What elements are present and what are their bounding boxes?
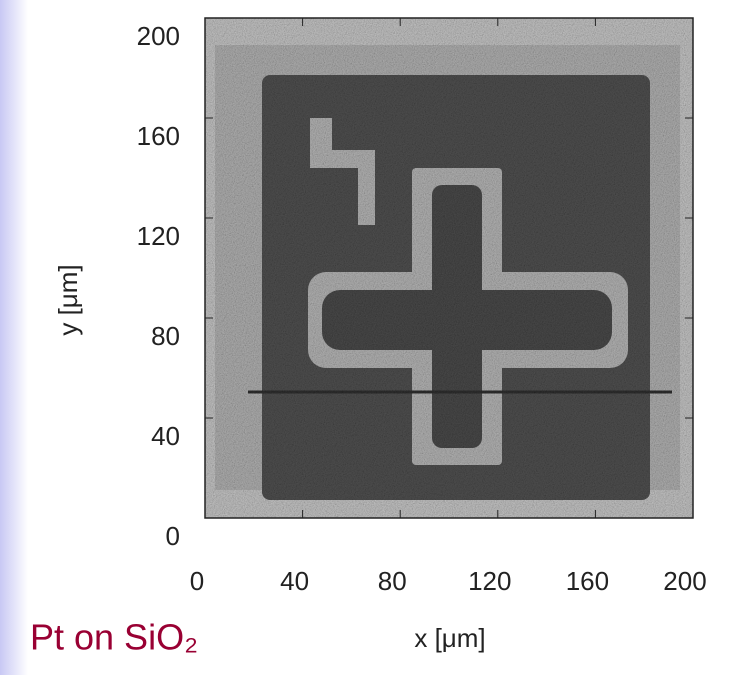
x-tick-label: 0 — [190, 566, 204, 596]
y-tick-label: 120 — [137, 221, 180, 251]
y-tick-label: 0 — [166, 521, 180, 551]
y-tick-label: 200 — [137, 21, 180, 51]
page: Pt on SiO₂ x [μm] y [μm] 0 40 80 120 160 200 0… — [0, 0, 740, 675]
chart: Pt on SiO₂ x [μm] y [μm] 0 40 80 120 160 200 0… — [0, 0, 740, 675]
y-tick-label: 160 — [137, 121, 180, 151]
caption: Pt on SiO₂ — [30, 617, 198, 658]
side-strip — [0, 0, 28, 675]
x-tick-label: 40 — [280, 566, 309, 596]
y-axis-label: y [μm] — [53, 264, 83, 335]
y-tick-label: 80 — [151, 321, 180, 351]
micrograph — [205, 18, 693, 518]
x-axis-label: x [μm] — [414, 623, 485, 653]
x-tick-label: 80 — [378, 566, 407, 596]
x-tick-label: 120 — [468, 566, 511, 596]
x-tick-label: 160 — [566, 566, 609, 596]
x-tick-label: 200 — [663, 566, 706, 596]
y-tick-label: 40 — [151, 421, 180, 451]
